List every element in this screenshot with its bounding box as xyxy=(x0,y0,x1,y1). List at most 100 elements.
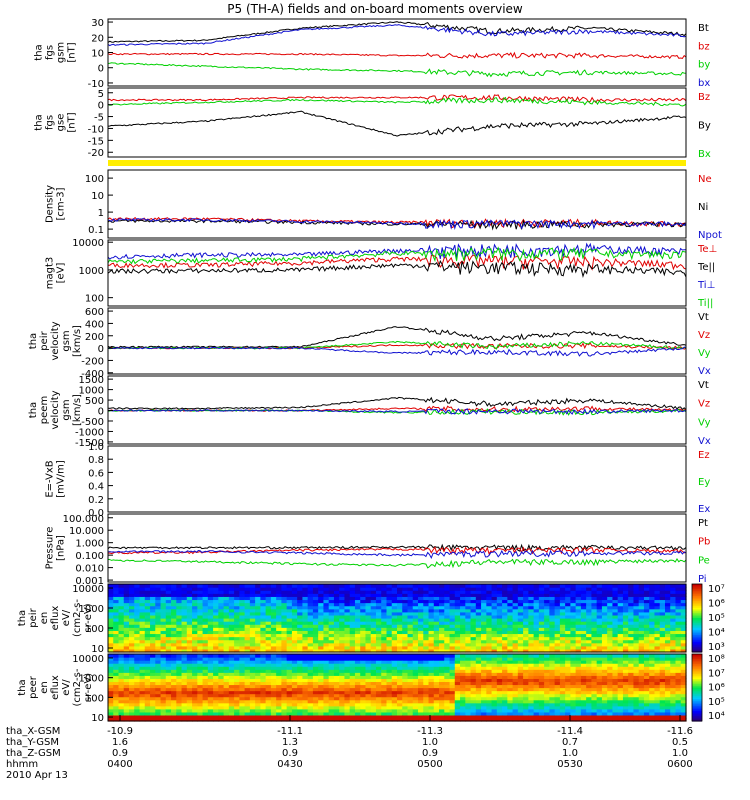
spectrogram-cell xyxy=(523,663,529,667)
spectrogram-cell xyxy=(113,687,120,692)
spectrogram-cell xyxy=(412,663,419,667)
spectrogram-cell xyxy=(318,714,325,719)
spectrogram-cell xyxy=(523,675,529,679)
spectrogram-cell xyxy=(533,614,540,619)
spectrogram-cell xyxy=(470,654,477,658)
spectrogram-cell xyxy=(234,584,240,588)
spectrogram-cell xyxy=(286,657,293,661)
y-tick-label: 0 xyxy=(98,407,104,418)
spectrogram-cell xyxy=(528,690,535,695)
spectrogram-cell xyxy=(622,654,629,658)
spectrogram-cell xyxy=(118,599,125,604)
spectrogram-cell xyxy=(638,611,645,616)
spectrogram-cell xyxy=(622,630,629,635)
spectrogram-cell xyxy=(286,696,293,701)
spectrogram-cell xyxy=(202,690,209,695)
spectrogram-cell xyxy=(596,669,603,673)
spectrogram-cell xyxy=(218,590,225,594)
spectrogram-cell xyxy=(418,627,424,631)
spectrogram-cell xyxy=(423,593,430,597)
spectrogram-cell xyxy=(654,608,661,613)
spectrogram-cell xyxy=(549,672,556,676)
spectrogram-cell xyxy=(228,672,235,676)
spectrogram-cell xyxy=(628,657,635,661)
spectrogram-cell xyxy=(680,639,687,644)
spectrogram-cell xyxy=(218,672,225,676)
spectrogram-cell xyxy=(659,666,666,670)
spectrogram-cell xyxy=(659,663,666,667)
spectrogram-cell xyxy=(407,648,414,653)
spectrogram-cell xyxy=(643,642,650,647)
spectrogram-cell xyxy=(297,714,304,719)
spectrogram-cell xyxy=(234,602,240,607)
spectrogram-cell xyxy=(323,618,330,622)
spectrogram-cell xyxy=(276,687,282,692)
spectrogram-cell xyxy=(523,611,529,616)
spectrogram-cell xyxy=(181,642,188,647)
spectrogram-cell xyxy=(286,630,293,635)
spectrogram-cell xyxy=(517,642,524,647)
spectrogram-cell xyxy=(601,717,608,722)
spectrogram-cell xyxy=(160,648,167,653)
spectrogram-cell xyxy=(276,657,282,661)
spectrogram-cell xyxy=(549,678,556,683)
spectrogram-cell xyxy=(150,699,156,704)
spectrogram-cell xyxy=(129,639,135,644)
spectrogram-cell xyxy=(496,693,503,698)
spectrogram-cell xyxy=(234,708,240,713)
spectrogram-cell xyxy=(171,593,177,597)
spectrogram-cell xyxy=(307,602,314,607)
spectrogram-cell xyxy=(517,627,524,631)
spectrogram-cell xyxy=(291,587,298,591)
spectrogram-cell xyxy=(323,666,330,670)
spectrogram-cell xyxy=(523,645,529,650)
spectrogram-cell xyxy=(165,702,172,707)
spectrogram-cell xyxy=(281,690,288,695)
spectrogram-cell xyxy=(286,705,293,710)
spectrogram-cell xyxy=(391,663,398,667)
spectrogram-cell xyxy=(402,672,409,676)
spectrogram-cell xyxy=(517,717,524,722)
spectrogram-cell xyxy=(528,648,535,653)
spectrogram-cell xyxy=(544,699,550,704)
spectrogram-cell xyxy=(360,621,367,625)
spectrogram-cell xyxy=(512,608,519,613)
spectrogram-cell xyxy=(680,590,687,594)
spectrogram-cell xyxy=(344,633,351,638)
spectrogram-cell xyxy=(244,681,251,686)
spectrogram-cell xyxy=(559,608,566,613)
spectrogram-cell xyxy=(381,645,388,650)
spectrogram-cell xyxy=(165,602,172,607)
spectrogram-cell xyxy=(570,696,577,701)
spectrogram-cell xyxy=(260,654,267,658)
spectrogram-cell xyxy=(460,687,466,692)
spectrogram-cell xyxy=(444,669,451,673)
spectrogram-cell xyxy=(365,605,372,610)
spectrogram-cell xyxy=(265,602,272,607)
spectrogram-cell xyxy=(171,642,177,647)
spectrogram-cell xyxy=(123,618,130,622)
spectrogram-cell xyxy=(333,681,340,686)
spectrogram-cell xyxy=(622,681,629,686)
spectrogram-cell xyxy=(470,684,477,689)
spectrogram-cell xyxy=(113,681,120,686)
spectrogram-cell xyxy=(328,630,335,635)
spectrogram-cell xyxy=(659,587,666,591)
spectrogram-cell xyxy=(502,717,508,722)
spectrogram-cell xyxy=(276,663,282,667)
spectrogram-cell xyxy=(412,618,419,622)
spectrogram-cell xyxy=(160,684,167,689)
spectrogram-cell xyxy=(638,654,645,658)
spectrogram-cell xyxy=(386,605,393,610)
spectrogram-cell xyxy=(186,696,193,701)
spectrogram-cell xyxy=(344,636,351,641)
spectrogram-cell xyxy=(481,596,487,601)
spectrogram-cell xyxy=(344,645,351,650)
spectrogram-cell xyxy=(155,621,162,625)
spectrogram-cell xyxy=(512,614,519,619)
spectrogram-cell xyxy=(454,611,461,616)
spectrogram-cell xyxy=(538,696,545,701)
spectrogram-cell xyxy=(528,702,535,707)
spectrogram-cell xyxy=(475,672,482,676)
spectrogram-cell xyxy=(418,605,424,610)
